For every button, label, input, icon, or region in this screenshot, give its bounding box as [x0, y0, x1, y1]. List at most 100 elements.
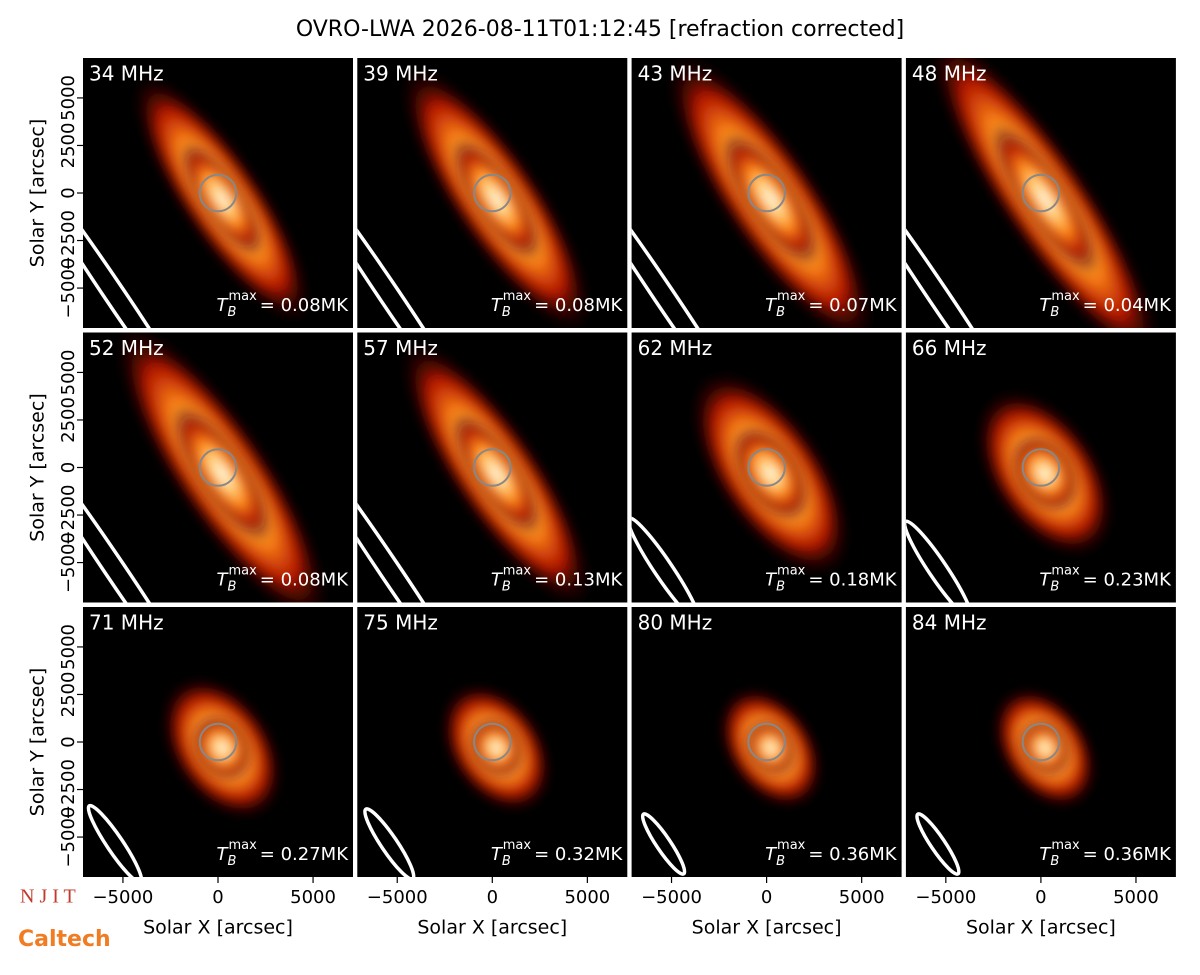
x-axis-label: Solar X [arcsec]	[417, 917, 567, 939]
tmax-sup: max	[503, 289, 532, 304]
y-tick-label: 0	[58, 736, 79, 747]
image	[357, 64, 594, 328]
logo-caltech: Caltech	[18, 927, 111, 952]
y-tick-label: 0	[58, 187, 79, 198]
frequency-label: 48 MHz	[912, 62, 987, 86]
image	[905, 389, 1115, 603]
solar-disk	[198, 173, 238, 213]
tmax-label: TBmax = 0.04MK	[1039, 289, 1172, 320]
tmax-symbol: T	[491, 570, 504, 591]
emission-core	[721, 131, 820, 267]
tmax-sup: max	[777, 563, 806, 578]
tmax-value: = 0.08MK	[260, 295, 349, 316]
tmax-label: TBmax = 0.23MK	[1039, 563, 1172, 594]
tmax-symbol: T	[1039, 844, 1052, 865]
tmax-label: TBmax = 0.13MK	[491, 563, 624, 594]
tmax-symbol: T	[765, 295, 778, 316]
panel: 39 MHz TBmax = 0.08MK	[357, 58, 628, 328]
emission-core	[179, 141, 265, 257]
y-tick-label: −2500	[58, 210, 79, 271]
tmax-sub: B	[502, 305, 511, 320]
tmax-value: = 0.08MK	[534, 295, 623, 316]
y-axis-label: Solar Y [arcsec]	[27, 119, 49, 267]
tmax-value: = 0.36MK	[808, 844, 897, 865]
x-tick-label: 5000	[564, 887, 610, 908]
frequency-label: 62 MHz	[638, 336, 713, 360]
tmax-sub: B	[228, 305, 237, 320]
emission-core	[450, 137, 542, 261]
emission-core	[171, 404, 273, 543]
x-tick-label: −5000	[367, 887, 428, 908]
frequency-label: 39 MHz	[363, 62, 438, 86]
solar-disk	[1021, 448, 1061, 487]
tmax-value: = 0.32MK	[534, 844, 623, 865]
tmax-sub: B	[776, 579, 785, 594]
tmax-symbol: T	[491, 844, 504, 865]
panel: 80 MHz TBmax = 0.36MK −5000 0 5000 Solar X [ar…	[631, 607, 902, 939]
image	[905, 58, 1163, 328]
beam	[631, 516, 701, 603]
x-tick-label: 5000	[839, 887, 885, 908]
tmax-label: TBmax = 0.08MK	[491, 289, 624, 320]
frequency-label: 57 MHz	[363, 336, 438, 360]
tmax-label: TBmax = 0.18MK	[765, 563, 898, 594]
tmax-sup: max	[777, 289, 806, 304]
y-axis-label: Solar Y [arcsec]	[27, 668, 49, 816]
tmax-value: = 0.08MK	[260, 570, 349, 591]
x-tick-label: 5000	[290, 887, 336, 908]
tmax-symbol: T	[1039, 570, 1052, 591]
beam	[631, 152, 761, 328]
image	[83, 332, 331, 603]
image	[640, 686, 824, 876]
beam	[363, 807, 416, 877]
x-tick-label: 0	[212, 887, 223, 908]
image	[915, 686, 1099, 876]
panel: 62 MHz TBmax = 0.18MK	[631, 332, 902, 603]
x-tick-label: 0	[487, 887, 498, 908]
image	[86, 675, 284, 877]
tmax-value: = 0.27MK	[260, 844, 349, 865]
solar-disk	[1021, 722, 1061, 762]
tmax-symbol: T	[217, 844, 230, 865]
y-tick-label: 2500	[58, 672, 79, 718]
image	[357, 338, 594, 603]
tmax-symbol: T	[765, 570, 778, 591]
tmax-sub: B	[1050, 305, 1059, 320]
y-axis-label: Solar Y [arcsec]	[27, 393, 49, 541]
tmax-sup: max	[1051, 289, 1080, 304]
emission-core	[990, 123, 1100, 275]
tmax-value: = 0.36MK	[1083, 844, 1172, 865]
tmax-value: = 0.23MK	[1083, 570, 1172, 591]
panel: 75 MHz TBmax = 0.32MK −5000 0 5000 Solar X [ar…	[357, 607, 628, 939]
frequency-label: 34 MHz	[89, 62, 164, 86]
frequency-label: 43 MHz	[638, 62, 713, 86]
frequency-label: 71 MHz	[89, 611, 164, 635]
beam	[905, 152, 1036, 328]
emission-core	[1017, 718, 1072, 778]
tmax-sub: B	[1050, 854, 1059, 869]
tmax-sup: max	[228, 289, 257, 304]
y-tick-label: 2500	[58, 397, 79, 443]
tmax-sub: B	[502, 579, 511, 594]
x-axis-label: Solar X [arcsec]	[692, 917, 842, 939]
figure-title: OVRO-LWA 2026-08-11T01:12:45 [refraction…	[296, 17, 904, 42]
tmax-value: = 0.07MK	[808, 295, 897, 316]
tmax-sub: B	[502, 854, 511, 869]
tmax-sup: max	[1051, 838, 1080, 853]
tmax-value: = 0.13MK	[534, 570, 623, 591]
tmax-sup: max	[1051, 563, 1080, 578]
y-tick-label: −5000	[58, 807, 79, 868]
panel: 48 MHz TBmax = 0.04MK	[905, 58, 1176, 328]
solar-disk	[1021, 173, 1061, 213]
tmax-value: = 0.18MK	[808, 570, 897, 591]
emission-core	[190, 714, 254, 782]
y-tick-label: −5000	[58, 258, 79, 319]
x-axis-label: Solar X [arcsec]	[966, 917, 1116, 939]
panel: 66 MHz TBmax = 0.23MK	[905, 332, 1176, 603]
solar-disk	[747, 722, 786, 762]
solar-disk	[747, 448, 786, 487]
solar-disk	[473, 173, 512, 213]
x-tick-label: −5000	[92, 887, 153, 908]
tmax-sup: max	[503, 563, 532, 578]
